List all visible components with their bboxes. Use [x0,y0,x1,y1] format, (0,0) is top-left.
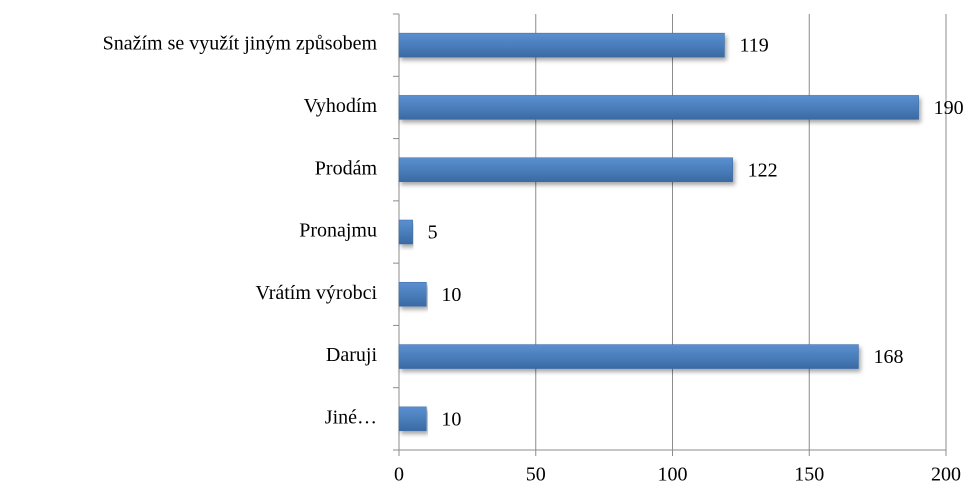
bar [398,219,413,245]
x-tick-label: 100 [658,464,688,486]
bar [398,157,733,182]
bar [398,32,725,58]
y-tick-label: Jiné… [325,406,377,428]
x-tick-label: 200 [931,464,961,486]
data-label: 168 [873,346,903,368]
bar [398,282,427,307]
y-tick-label: Vyhodím [304,95,378,117]
data-label: 122 [748,159,778,181]
bar [398,406,427,432]
data-label: 5 [428,222,438,244]
data-label: 190 [934,97,964,119]
y-tick-label: Vrátím výrobci [255,282,377,304]
data-label: 119 [739,35,768,57]
y-tick-label: Pronajmu [299,220,377,242]
bar [398,95,919,120]
y-tick-label: Prodám [315,157,378,179]
bar [398,344,859,369]
data-label: 10 [441,408,461,430]
x-tick-label: 150 [794,464,824,486]
y-tick-label: Snažím se využít jiným způsobem [103,33,378,55]
x-tick-label: 50 [526,464,546,486]
data-label: 10 [441,284,461,306]
y-tick-label: Daruji [326,344,378,366]
x-tick-label: 0 [394,464,404,486]
